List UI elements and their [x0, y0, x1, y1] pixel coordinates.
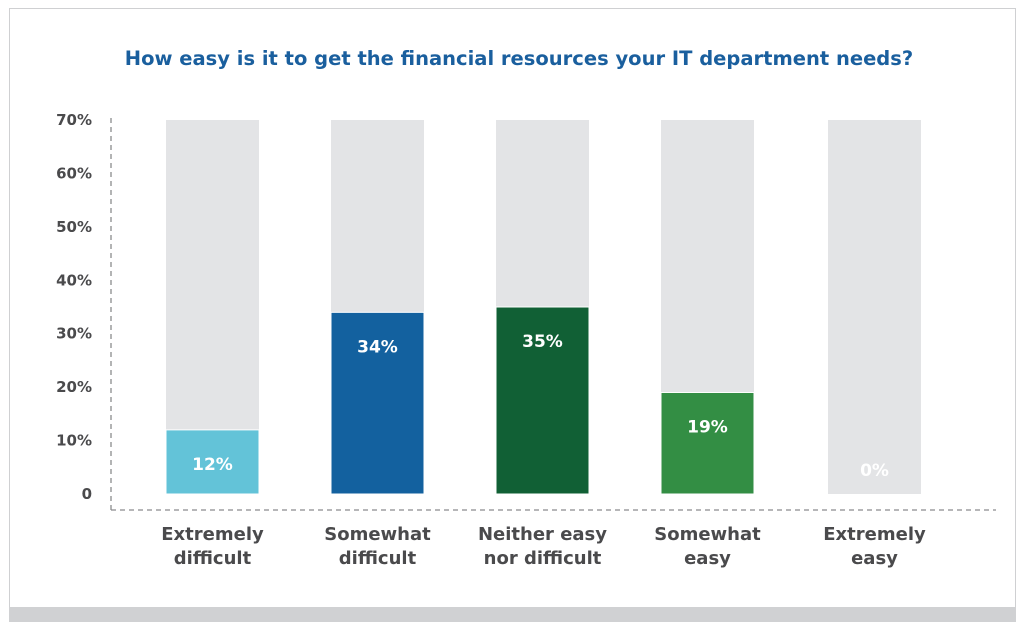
- bar-value-label: 12%: [192, 455, 233, 475]
- x-category-label: nor difficult: [484, 548, 602, 569]
- y-tick-label: 0: [82, 485, 92, 503]
- y-tick-label: 40%: [56, 271, 92, 289]
- x-category-label: Somewhat: [654, 524, 761, 545]
- bar: [495, 306, 590, 495]
- chart-title: How easy is it to get the financial reso…: [125, 47, 913, 70]
- bar: [660, 391, 755, 495]
- x-category-label: difficult: [339, 548, 417, 569]
- bottom-strip: [9, 607, 1016, 622]
- y-tick-label: 20%: [56, 378, 92, 396]
- bar-value-label: 19%: [687, 417, 728, 437]
- x-category-label: easy: [684, 548, 731, 569]
- bar-value-label: 0%: [860, 461, 889, 481]
- x-category-label: difficult: [174, 548, 252, 569]
- bar: [165, 429, 260, 495]
- y-tick-label: 10%: [56, 432, 92, 450]
- x-category-label: Extremely: [823, 524, 926, 545]
- bar-value-label: 34%: [357, 337, 398, 357]
- x-category-label: Somewhat: [324, 524, 431, 545]
- x-category-label: easy: [851, 548, 898, 569]
- y-tick-label: 50%: [56, 218, 92, 236]
- x-category-label: Neither easy: [478, 524, 607, 545]
- bar-background: [828, 120, 921, 494]
- y-tick-label: 60%: [56, 164, 92, 182]
- x-category-label: Extremely: [161, 524, 264, 545]
- bar-value-label: 35%: [522, 332, 563, 352]
- y-tick-label: 30%: [56, 325, 92, 343]
- bar: [330, 311, 425, 495]
- y-tick-label: 70%: [56, 111, 92, 129]
